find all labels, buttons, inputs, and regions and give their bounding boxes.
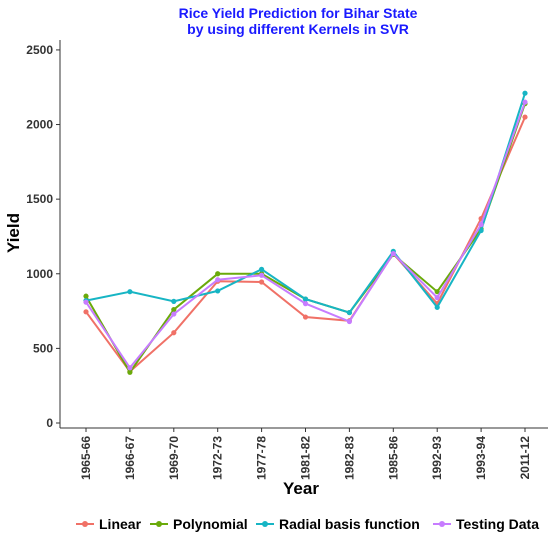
data-point-radial-basis-function [215, 288, 221, 294]
x-tick-label: 1981-82 [299, 436, 313, 480]
data-point-linear [302, 314, 309, 320]
data-point-polynomial [127, 369, 133, 375]
series-line-linear [85, 116, 526, 373]
x-axis-title: Year [283, 479, 319, 498]
x-tick-label: 1977-78 [255, 436, 269, 480]
legend-label-radial-basis-function: Radial basis function [279, 516, 420, 532]
data-point-testing-data [390, 251, 396, 257]
x-tick-label: 1966-67 [123, 436, 137, 480]
data-point-radial-basis-function [522, 90, 528, 96]
series-group [83, 90, 528, 375]
data-point-radial-basis-function [302, 296, 309, 302]
y-tick-label: 2500 [26, 43, 53, 57]
data-point-testing-data [478, 221, 484, 228]
data-point-testing-data [127, 365, 133, 371]
chart-title-line1: Rice Yield Prediction for Bihar State [179, 5, 418, 21]
y-tick-label: 0 [46, 416, 53, 430]
x-tick-label: 1972-73 [211, 436, 225, 480]
chart-title-line2: by using different Kernels in SVR [187, 21, 409, 37]
data-point-radial-basis-function [478, 227, 484, 234]
x-ticks: 1965-66 1966-67 1969-70 1972-73 1977-78 1981-… [79, 428, 532, 480]
data-point-testing-data [215, 277, 221, 283]
x-tick-label: 1969-70 [167, 436, 181, 480]
x-tick-label: 1982-83 [342, 436, 356, 480]
legend-swatch-dot-linear [82, 521, 88, 527]
y-axis-title: Yield [4, 213, 23, 253]
data-point-testing-data [346, 318, 352, 325]
data-point-polynomial [215, 271, 221, 277]
data-point-testing-data [259, 272, 265, 278]
y-ticks: 0 500 1000 1500 2000 2500 [26, 43, 60, 430]
x-tick-label: 2011-12 [518, 436, 532, 480]
x-tick-label: 1985-86 [386, 436, 400, 480]
data-point-polynomial [83, 293, 89, 299]
data-point-linear [83, 309, 89, 315]
legend: Linear Polynomial Radial basis function Tes… [76, 516, 539, 532]
data-point-testing-data [522, 99, 528, 105]
legend-swatch-dot-testing-data [439, 521, 445, 527]
data-point-radial-basis-function [171, 298, 177, 304]
data-point-linear [259, 279, 265, 285]
legend-swatch-dot-radial-basis-function [262, 521, 268, 527]
data-point-linear [522, 114, 528, 120]
data-point-testing-data [434, 295, 440, 301]
data-point-linear [171, 330, 177, 336]
series-line-radial-basis-function [85, 92, 526, 314]
legend-label-polynomial: Polynomial [173, 516, 248, 532]
data-point-testing-data [83, 299, 89, 305]
y-tick-label: 1000 [26, 267, 53, 281]
legend-swatch-dot-polynomial [156, 521, 162, 527]
y-tick-label: 2000 [26, 118, 53, 132]
legend-label-linear: Linear [99, 516, 142, 532]
data-point-radial-basis-function [259, 266, 265, 272]
data-point-polynomial [434, 289, 440, 295]
y-tick-label: 1500 [26, 192, 53, 206]
data-point-testing-data [302, 301, 309, 307]
legend-label-testing-data: Testing Data [456, 516, 539, 532]
data-point-radial-basis-function [346, 309, 352, 316]
data-point-radial-basis-function [434, 304, 440, 310]
y-tick-label: 500 [33, 341, 53, 355]
x-tick-label: 1965-66 [79, 436, 93, 480]
data-point-polynomial [171, 306, 177, 313]
data-point-radial-basis-function [127, 289, 133, 295]
series-line-polynomial [85, 103, 526, 375]
series-line-testing-data [85, 101, 526, 370]
x-tick-label: 1992-93 [430, 436, 444, 480]
x-tick-label: 1993-94 [474, 436, 488, 480]
data-point-testing-data [171, 311, 177, 317]
